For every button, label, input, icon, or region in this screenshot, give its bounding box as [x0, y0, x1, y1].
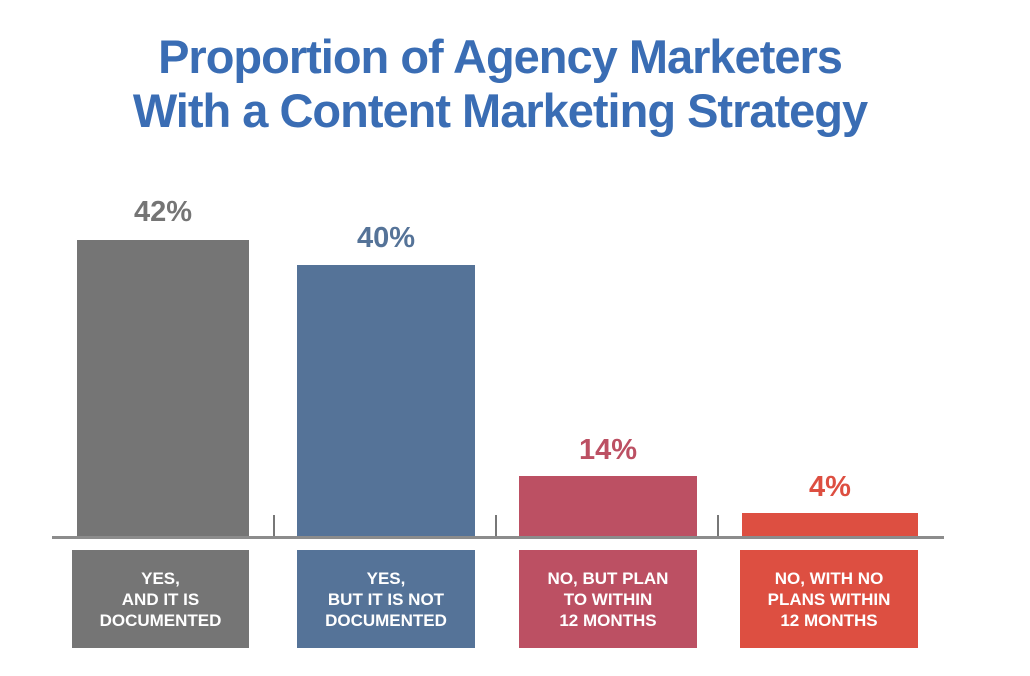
axis-tick [495, 515, 497, 537]
axis-tick [273, 515, 275, 537]
value-label: 14% [578, 434, 638, 466]
bar [742, 513, 918, 537]
chart-title-line-1: Proportion of Agency Marketers [158, 30, 843, 83]
chart-title: Proportion of Agency Marketers With a Co… [0, 30, 1000, 138]
category-label: NO, BUT PLAN TO WITHIN 12 MONTHS [519, 550, 697, 648]
value-label: 4% [809, 471, 851, 503]
bar [297, 265, 475, 537]
bar [77, 240, 249, 537]
bar [519, 476, 697, 537]
value-label: 40% [356, 222, 416, 254]
category-label: YES, BUT IT IS NOT DOCUMENTED [297, 550, 475, 648]
axis-tick [717, 515, 719, 537]
category-label: NO, WITH NO PLANS WITHIN 12 MONTHS [740, 550, 918, 648]
x-axis-line [52, 536, 944, 539]
category-label: YES, AND IT IS DOCUMENTED [72, 550, 249, 648]
value-label: 42% [133, 196, 193, 228]
chart-title-line-2: With a Content Marketing Strategy [132, 84, 868, 137]
